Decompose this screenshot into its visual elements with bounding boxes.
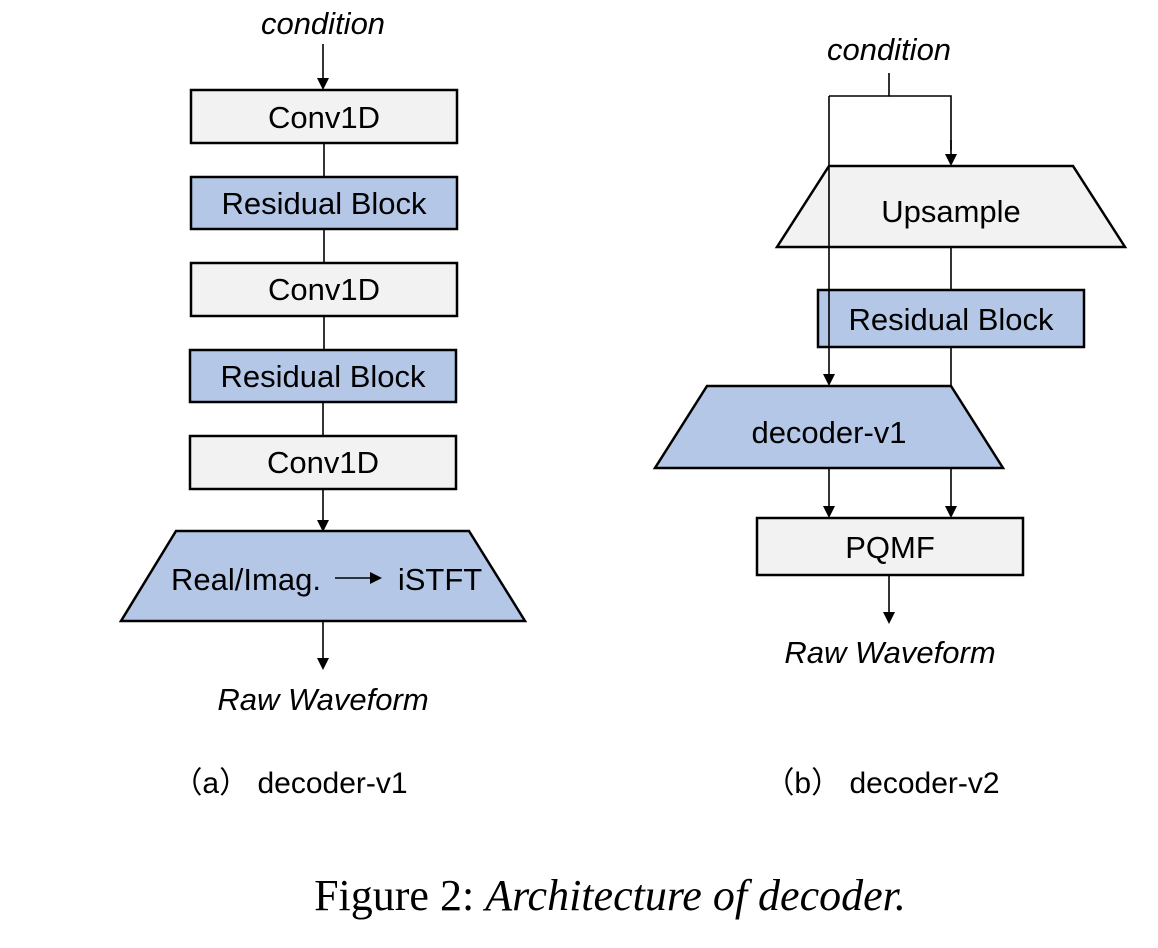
panel-b-condition-split-right (889, 95, 952, 150)
figure-caption-prefix: Figure 2: (314, 871, 485, 920)
panel-b-residual-block (816, 288, 1086, 349)
panel-b-condition-label: condition (827, 32, 951, 67)
panel-a-conv1d-block-3 (188, 434, 458, 491)
panel-a-condition-label: condition (261, 6, 385, 41)
panel-b-raw-waveform-label: Raw Waveform (784, 635, 995, 670)
figure-caption: Figure 2: Architecture of decoder. (314, 871, 906, 920)
panel-b-decoder-v1-trapezoid (652, 384, 1006, 470)
panel-a-residual-block-1 (189, 175, 459, 231)
panel-a-istft-trapezoid (118, 529, 528, 623)
panel-b-residual-label: Residual Block (848, 302, 1054, 337)
panel-a-conv1d-label-2: Conv1D (268, 272, 380, 307)
panel-a-conv1d-block-2 (189, 261, 459, 318)
panel-a-conv1d-label-3: Conv1D (267, 445, 379, 480)
panel-a-residual-label-2: Residual Block (220, 359, 426, 394)
panel-a: condition Conv1D Residual Block Conv1D R… (118, 6, 528, 800)
panel-a-conv1d-label-1: Conv1D (268, 100, 380, 135)
panel-a-real-imag-label: Real/Imag. (171, 562, 321, 597)
panel-a-residual-label-1: Residual Block (221, 186, 427, 221)
panel-b-pqmf-label: PQMF (845, 530, 935, 565)
panel-a-istft-label: iSTFT (398, 562, 482, 597)
panel-b-decoder-v1-label: decoder-v1 (751, 415, 906, 450)
panel-b: condition Upsample Residual Block decode… (652, 32, 1128, 800)
panel-b-upsample-trapezoid (774, 164, 1128, 249)
panel-a-raw-waveform-label: Raw Waveform (217, 682, 428, 717)
panel-a-subcaption: （a） decoder-v1 (172, 767, 407, 800)
figure-caption-text: Architecture of decoder. (482, 871, 906, 920)
panel-a-residual-block-2 (188, 348, 458, 404)
panel-b-condition-split-line (829, 73, 890, 97)
panel-b-upsample-label: Upsample (881, 194, 1021, 229)
panel-b-subcaption: （b） decoder-v2 (764, 767, 999, 800)
panel-b-pqmf-block (755, 516, 1025, 577)
